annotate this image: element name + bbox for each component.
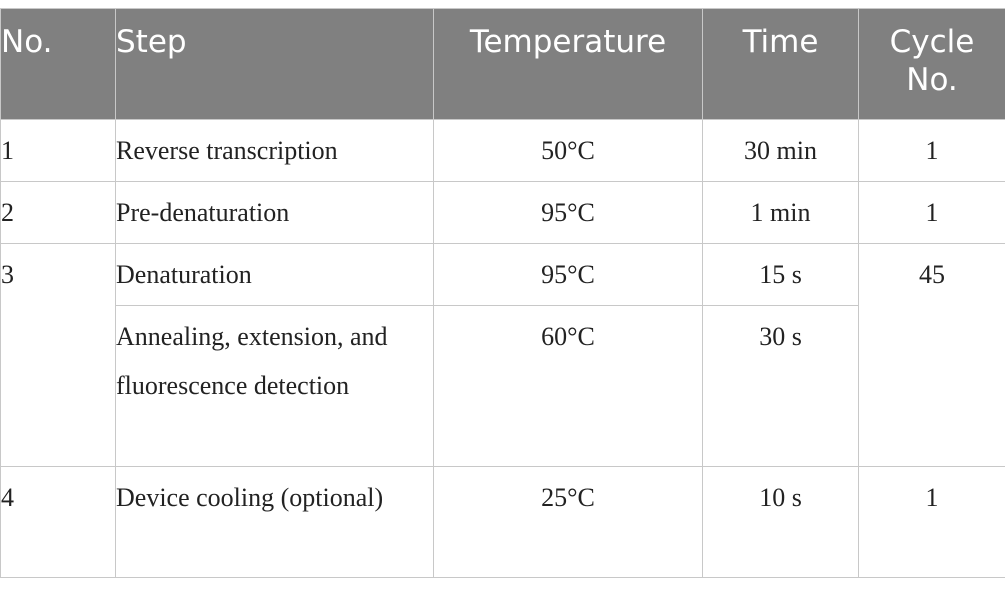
header-time: Time <box>702 8 859 120</box>
table-row: 3 Denaturation 95°C 15 s 45 <box>0 243 1005 467</box>
temperature-cell: 95°C <box>433 181 703 244</box>
row-number: 2 <box>0 181 116 244</box>
table-row: 4 Device cooling (optional) 25°C 10 s 1 <box>0 466 1005 578</box>
row-number: 1 <box>0 119 116 182</box>
time-cell: 10 s <box>702 466 859 578</box>
temperature-cell: 50°C <box>433 119 703 182</box>
header-step: Step <box>115 8 434 120</box>
step-cell: Annealing, extension, and fluorescence d… <box>115 305 434 467</box>
header-cycle-no: Cycle No. <box>858 8 1005 120</box>
cycle-cell: 1 <box>858 466 1005 578</box>
header-temperature: Temperature <box>433 8 703 120</box>
table-row: Annealing, extension, and fluorescence d… <box>1 305 1005 467</box>
table-row: 1 Reverse transcription 50°C 30 min 1 <box>0 119 1005 182</box>
step-cell: Reverse transcription <box>115 119 434 182</box>
cycle-cell: 1 <box>858 119 1005 182</box>
cycle-cell: 45 <box>858 243 1005 467</box>
temperature-cell: 60°C <box>433 305 703 467</box>
row-number: 4 <box>0 466 116 578</box>
temperature-cell: 95°C <box>433 243 703 306</box>
protocol-table: No. Step Temperature Time Cycle No. 1 Re… <box>0 8 1005 578</box>
time-cell: 30 s <box>702 305 859 467</box>
temperature-cell: 25°C <box>433 466 703 578</box>
step-cell: Denaturation <box>115 243 434 306</box>
cycle-cell: 1 <box>858 181 1005 244</box>
time-cell: 30 min <box>702 119 859 182</box>
time-cell: 15 s <box>702 243 859 306</box>
row-number: 3 <box>0 243 116 467</box>
table-row: 2 Pre-denaturation 95°C 1 min 1 <box>0 181 1005 244</box>
header-no: No. <box>0 8 116 120</box>
header-row: No. Step Temperature Time Cycle No. <box>0 8 1005 120</box>
time-cell: 1 min <box>702 181 859 244</box>
step-cell: Device cooling (optional) <box>115 466 434 578</box>
step-cell: Pre-denaturation <box>115 181 434 244</box>
